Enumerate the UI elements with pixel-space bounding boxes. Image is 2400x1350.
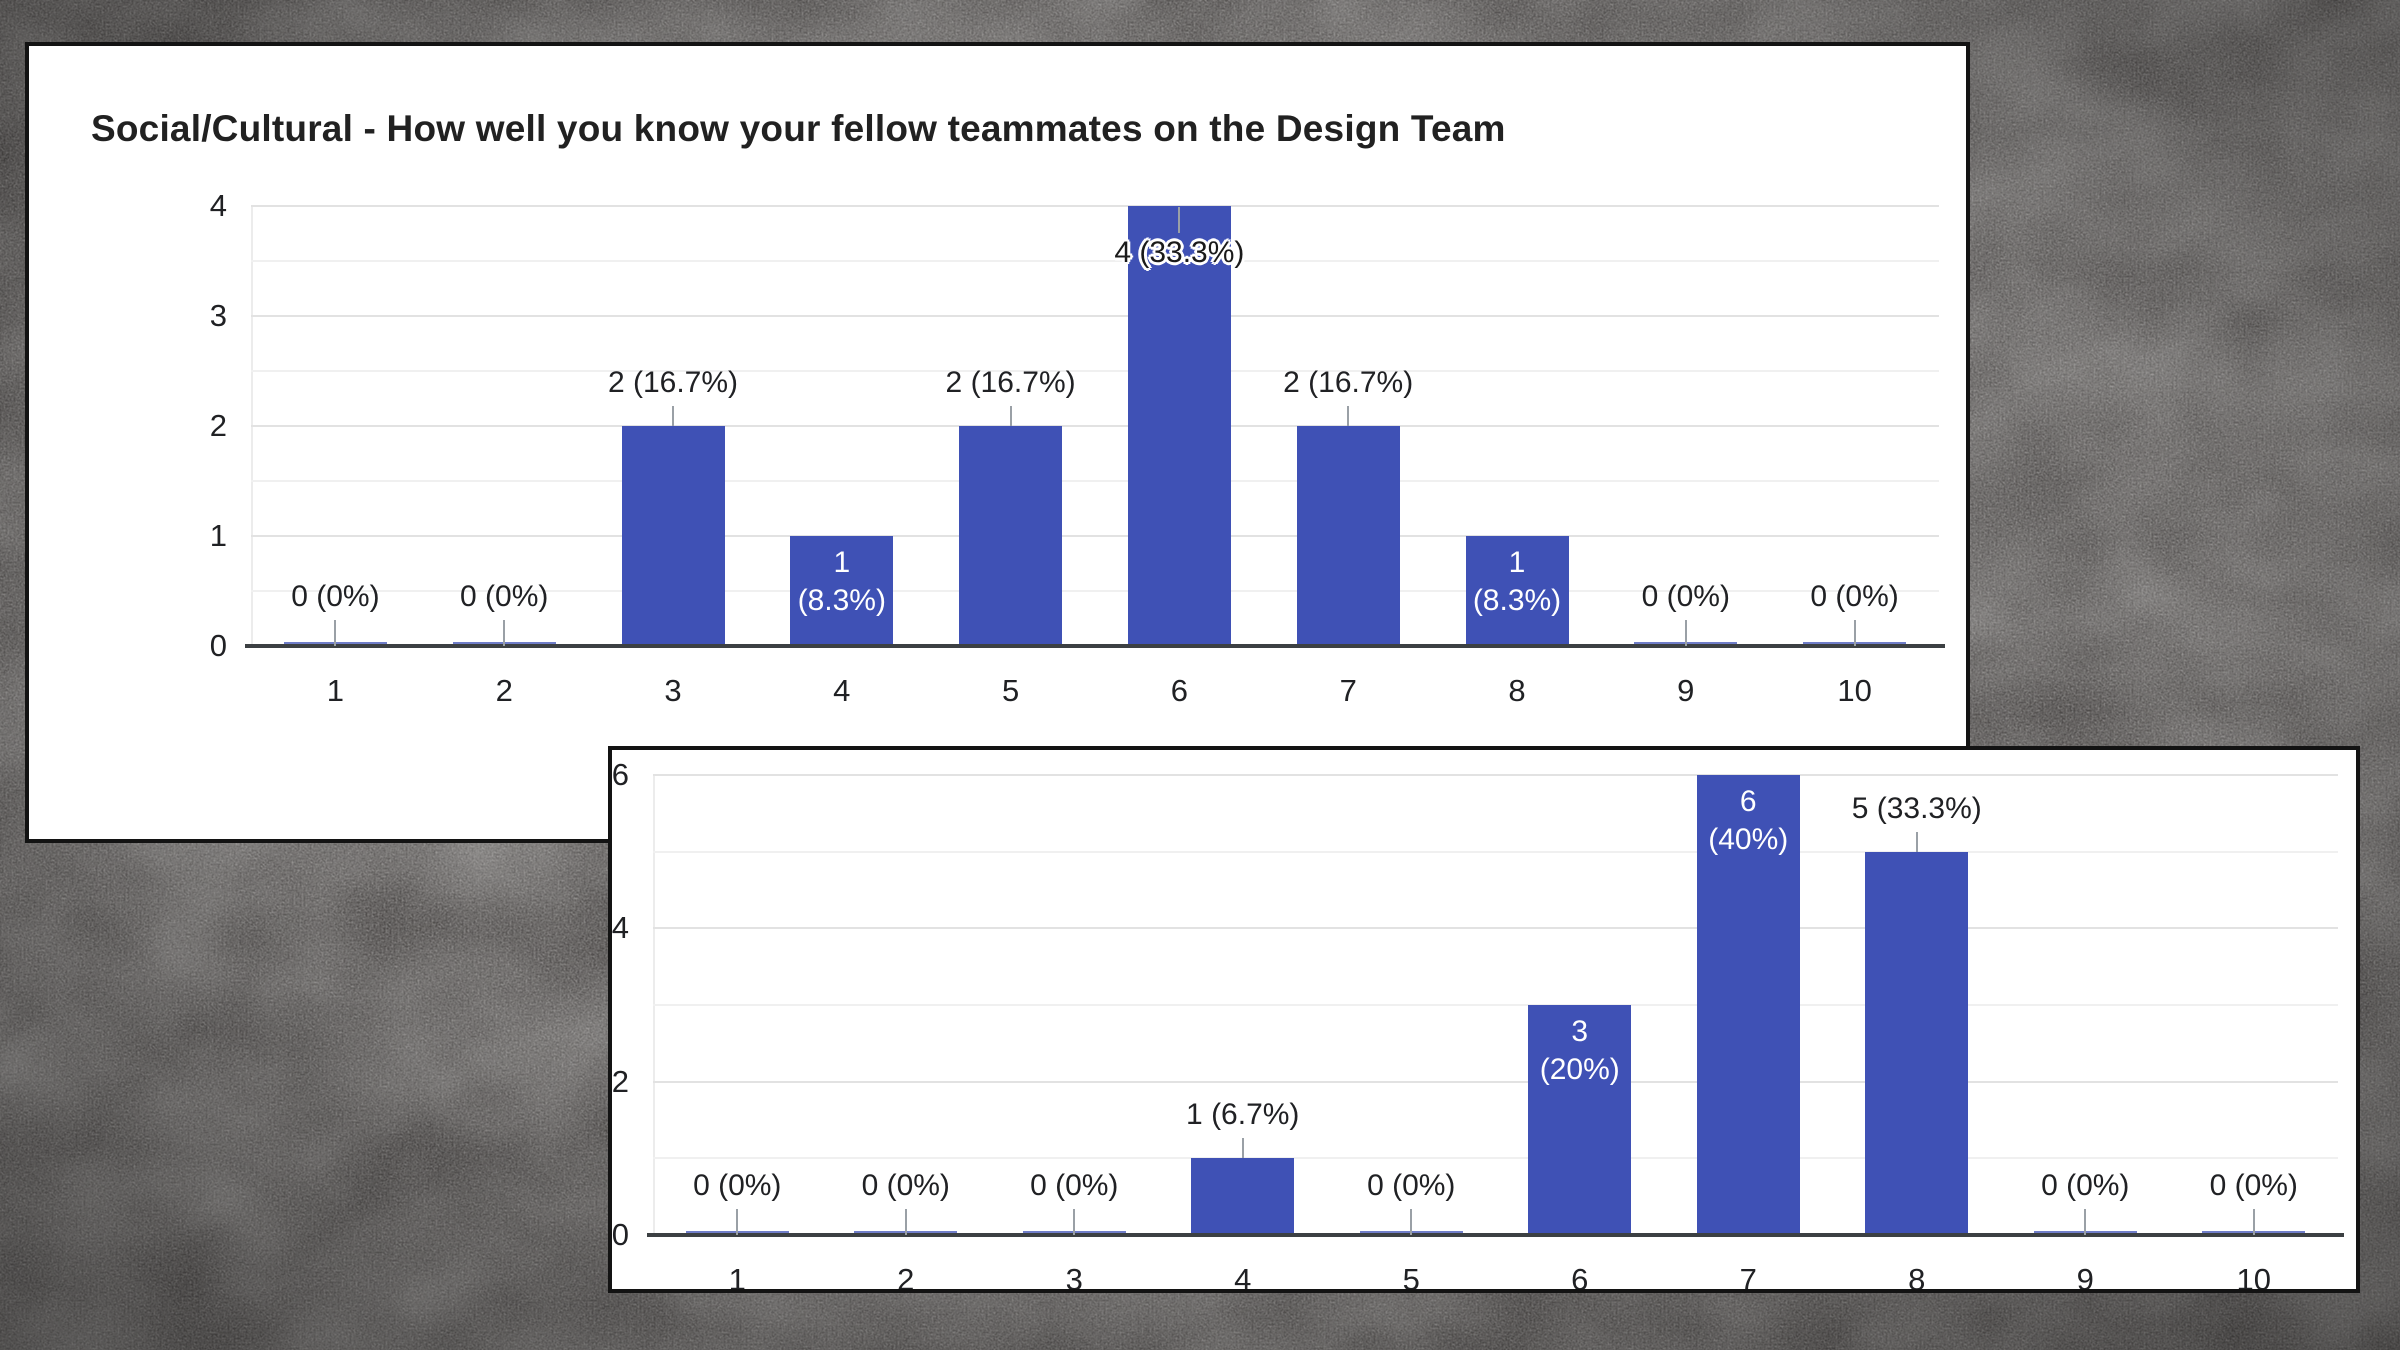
bar <box>959 426 1063 646</box>
y-axis-tick-label: 0 <box>209 628 227 663</box>
x-axis-tick-label: 5 <box>1402 1262 1420 1293</box>
gridline <box>653 774 2338 776</box>
x-axis-tick-label: 2 <box>897 1262 915 1293</box>
gridline <box>251 370 1939 372</box>
gridline <box>653 850 2338 853</box>
bar <box>1296 426 1400 646</box>
label-leader-line <box>1241 1138 1244 1159</box>
gridline <box>251 480 1939 482</box>
label-leader-line <box>2084 1209 2087 1235</box>
x-axis-tick-label: 4 <box>833 673 851 708</box>
x-axis-tick-label: 8 <box>1508 673 1526 708</box>
x-axis-tick-label: 7 <box>1739 1262 1757 1293</box>
bar <box>621 426 725 646</box>
bar <box>1865 851 1969 1235</box>
bar-value-label: 1 (8.3%) <box>1472 546 1562 617</box>
label-leader-line <box>1009 406 1012 426</box>
label-leader-line <box>904 1209 907 1235</box>
gridline <box>251 590 1939 592</box>
bar <box>1127 206 1231 646</box>
bar-value-label: 4 (33.3%) <box>1114 236 1245 269</box>
bar-value-label: 0 (0%) <box>460 580 549 613</box>
bar-value-label: 1 (6.7%) <box>1186 1098 1300 1132</box>
gridline <box>653 1157 2338 1160</box>
y-axis-tick-label: 1 <box>209 518 227 553</box>
bar-value-label: 5 (33.3%) <box>1851 791 1982 825</box>
y-axis-tick-label: 2 <box>209 408 227 443</box>
label-leader-line <box>736 1209 739 1235</box>
bar <box>790 536 894 646</box>
gridline <box>251 260 1939 262</box>
gridline <box>653 927 2338 930</box>
label-leader-line <box>1073 1209 1076 1235</box>
bar-chart-1: 0 1 2 3 4 0 (0%) 0 (0%) 2 (16.7%) 1 (8.3%) 2 (16.… <box>29 46 1966 839</box>
bar-value-label: 0 (0%) <box>2209 1169 2298 1202</box>
gridline <box>251 535 1939 537</box>
label-leader-line <box>1684 620 1687 646</box>
x-axis-tick-label: 9 <box>2076 1262 2094 1293</box>
bar-chart-2: 0 2 4 6 0 (0%) 0 (0%) 0 (0%) 1 (6.7%) 0 (0%) 3 (2… <box>612 750 2356 1289</box>
x-axis-line <box>245 644 1945 648</box>
bar <box>1528 1005 1632 1235</box>
gridline <box>251 315 1939 317</box>
label-leader-line <box>334 620 337 646</box>
y-axis-tick-label: 2 <box>611 1063 629 1099</box>
x-axis-tick-label: 6 <box>1170 673 1189 708</box>
bar-value-label: 0 (0%) <box>1641 580 1730 613</box>
x-axis-tick-label: 6 <box>1571 1262 1589 1293</box>
gridline <box>251 205 1939 207</box>
y-axis-tick-label: 4 <box>209 188 227 223</box>
bar-value-label: 2 (16.7%) <box>945 366 1076 399</box>
chart-1-title: Social/Cultural - How well you know your… <box>91 108 1506 149</box>
bar-value-label: 0 (0%) <box>1810 580 1899 613</box>
y-axis-tick-label: 0 <box>611 1217 629 1252</box>
x-axis-tick-label: 3 <box>1065 1262 1083 1293</box>
x-axis-tick-label: 1 <box>326 673 345 708</box>
y-axis-tick-label: 6 <box>611 757 629 792</box>
gridline <box>251 425 1939 427</box>
x-axis-tick-label: 7 <box>1339 673 1357 708</box>
bar-value-label: 2 (16.7%) <box>1283 366 1414 399</box>
label-leader-line <box>503 620 506 646</box>
x-axis-tick-label: 4 <box>1234 1262 1252 1293</box>
bar-value-label: 0 (0%) <box>693 1169 782 1202</box>
survey-chart-card-1: Social/Cultural - How well you know your… <box>25 42 1970 843</box>
bar-value-label: 0 (0%) <box>291 580 380 613</box>
label-leader-line <box>1347 406 1350 426</box>
bar <box>1696 775 1800 1235</box>
x-axis-line <box>647 1233 2344 1237</box>
label-leader-line <box>1853 620 1856 646</box>
x-axis-tick-label: 1 <box>728 1262 746 1293</box>
label-leader-line <box>2252 1209 2255 1235</box>
x-axis-tick-label: 10 <box>2236 1262 2271 1293</box>
gridline <box>653 1080 2338 1083</box>
bar-value-label: 0 (0%) <box>861 1169 950 1202</box>
y-axis-tick-label: 3 <box>209 298 227 333</box>
bar <box>1465 536 1569 646</box>
bar-value-label: 1 (8.3%) <box>797 546 886 617</box>
x-axis-tick-label: 2 <box>495 673 513 708</box>
bar <box>1191 1158 1295 1235</box>
bar-value-label: 6 (40%) <box>1708 785 1789 856</box>
bar-value-label: 2 (16.7%) <box>607 366 739 399</box>
survey-chart-card-2: 0 2 4 6 0 (0%) 0 (0%) 0 (0%) 1 (6.7%) 0 (0%) 3 (2… <box>608 746 2360 1293</box>
bar-value-label: 0 (0%) <box>1030 1169 1119 1202</box>
label-leader-line <box>1178 207 1181 233</box>
gridline <box>653 1004 2338 1006</box>
x-axis-tick-label: 3 <box>664 673 682 708</box>
label-leader-line <box>672 406 674 426</box>
label-leader-line <box>1915 831 1918 852</box>
bar-value-label: 3 (20%) <box>1539 1015 1620 1086</box>
x-axis-tick-label: 8 <box>1908 1262 1926 1293</box>
x-axis-tick-label: 5 <box>1001 673 1020 708</box>
bar-value-label: 0 (0%) <box>2041 1169 2130 1202</box>
bar-value-label: 0 (0%) <box>1367 1169 1456 1202</box>
x-axis-tick-label: 10 <box>1837 673 1872 708</box>
y-axis-tick-label: 4 <box>611 910 629 946</box>
x-axis-tick-label: 9 <box>1677 673 1695 708</box>
label-leader-line <box>1410 1209 1413 1235</box>
